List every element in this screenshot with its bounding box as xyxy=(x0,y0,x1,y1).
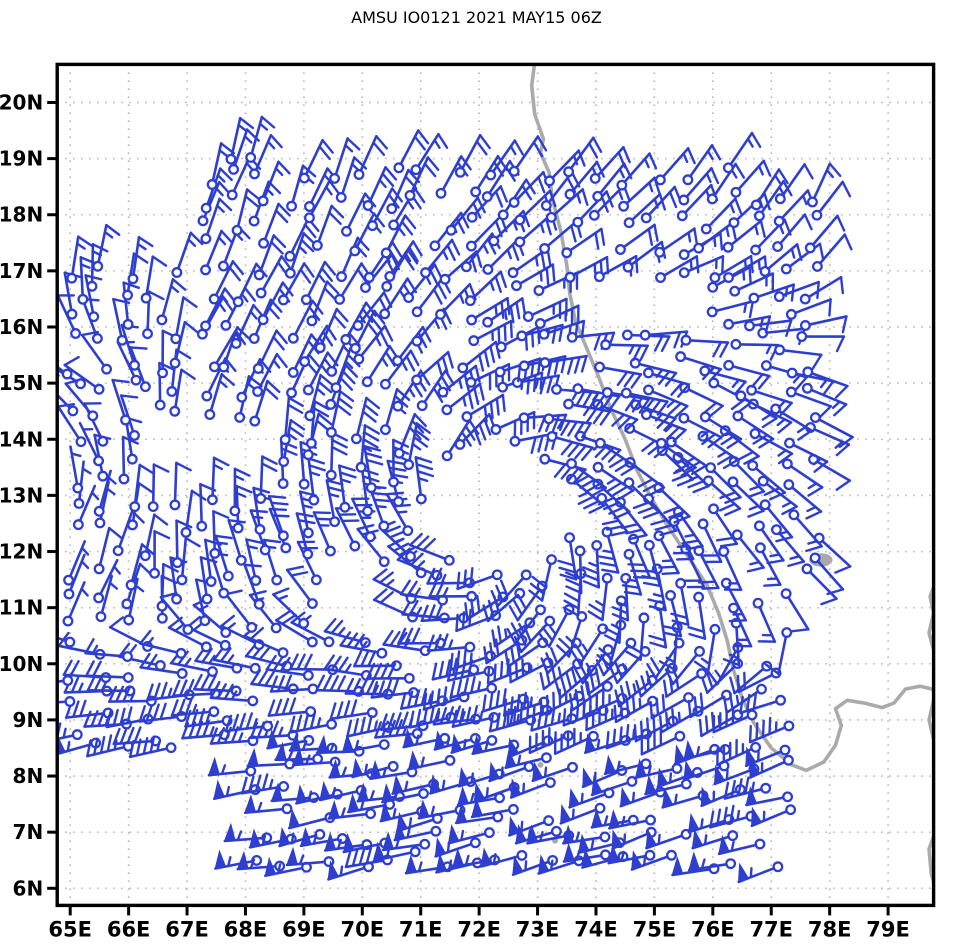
y-tick-label: 12N xyxy=(0,540,43,564)
axes: 65E 66E 67E 68E 69E 70E 71E 72E 73E 74E 75E 76E 77E 7… xyxy=(0,62,936,941)
x-tick-label: 66E xyxy=(107,917,151,941)
x-tick-label: 70E xyxy=(341,917,385,941)
x-axis-ticks xyxy=(68,905,890,916)
x-tick-label: 79E xyxy=(866,917,910,941)
x-tick-label: 68E xyxy=(224,917,268,941)
x-tick-label: 72E xyxy=(457,917,501,941)
x-tick-label: 69E xyxy=(282,917,326,941)
y-tick-label: 20N xyxy=(0,90,43,114)
y-tick-label: 18N xyxy=(0,203,43,227)
y-tick-label: 17N xyxy=(0,259,43,283)
x-tick-label: 75E xyxy=(633,917,677,941)
plot-title: AMSU IO0121 2021 MAY15 06Z xyxy=(351,8,602,27)
y-tick-label: 10N xyxy=(0,652,43,676)
y-axis-ticks xyxy=(47,100,58,890)
x-tick-label: 78E xyxy=(808,917,852,941)
y-tick-label: 8N xyxy=(13,764,44,788)
x-tick-label: 77E xyxy=(749,917,793,941)
y-tick-label: 16N xyxy=(0,315,43,339)
x-tick-label: 65E xyxy=(48,917,92,941)
x-tick-label: 76E xyxy=(691,917,735,941)
x-axis-labels: 65E 66E 67E 68E 69E 70E 71E 72E 73E 74E 75E 76E 77E 7… xyxy=(48,917,909,941)
x-tick-label: 73E xyxy=(516,917,560,941)
y-tick-label: 9N xyxy=(13,708,44,732)
y-tick-label: 13N xyxy=(0,483,43,507)
y-tick-label: 11N xyxy=(0,596,43,620)
y-axis-labels: 6N 7N 8N 9N 10N 11N 12N 13N 14N 15N 16N 17N 18N 19N 20… xyxy=(0,90,43,900)
wind-barbs xyxy=(57,115,854,884)
x-tick-label: 67E xyxy=(165,917,209,941)
y-tick-label: 6N xyxy=(13,876,44,900)
y-tick-label: 7N xyxy=(13,820,44,844)
y-tick-label: 19N xyxy=(0,147,43,171)
x-tick-label: 71E xyxy=(399,917,443,941)
y-tick-label: 15N xyxy=(0,371,43,395)
x-tick-label: 74E xyxy=(574,917,618,941)
y-tick-label: 14N xyxy=(0,427,43,451)
